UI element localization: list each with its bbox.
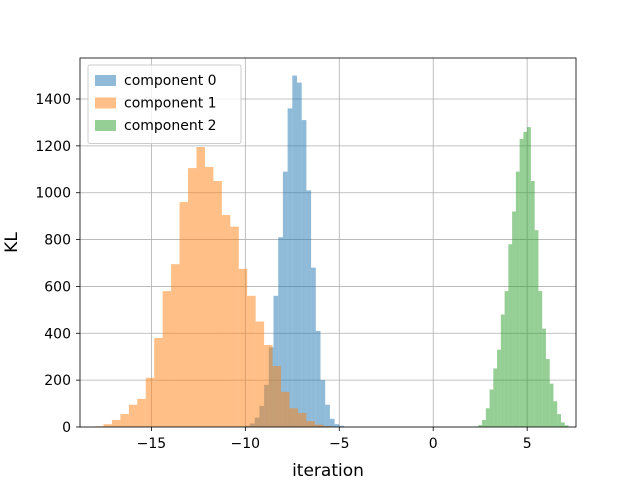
histogram-bar [515,171,520,427]
series-2-bars [474,127,569,428]
histogram-bar [179,202,189,427]
histogram-bar [519,138,524,428]
histogram-bar [485,408,490,427]
x-tick-label: −5 [329,436,350,452]
histogram-bar [111,419,121,427]
histogram-bar [238,268,248,427]
histogram-bar [278,237,283,427]
histogram-bar [154,337,163,427]
histogram-bar [196,147,205,427]
histogram-bar [564,425,569,427]
histogram-bar [171,264,180,427]
histogram-bar [297,82,302,427]
histogram-bar [542,328,546,427]
x-tick-label: −15 [137,436,167,452]
y-tick-label: 1400 [35,92,71,108]
histogram-bar [504,291,509,427]
histogram-bar [329,418,335,427]
legend-label: component 0 [124,73,217,89]
histogram-bar [314,424,324,427]
y-tick-label: 0 [62,420,71,436]
series-1-bars [95,147,332,427]
histogram-bar [221,214,231,427]
legend-label: component 2 [124,118,217,134]
histogram-bar [292,75,297,428]
y-tick-label: 600 [44,279,71,295]
histogram-bar [534,230,539,427]
histogram-bar [512,211,516,427]
histogram-bar [560,422,565,427]
x-tick-label: −10 [231,436,261,452]
legend-swatch [95,97,116,109]
histogram-bar [538,291,543,427]
histogram-bar [287,108,293,427]
histogram-bar [145,377,155,427]
histogram-bar [255,321,265,427]
histogram-bar [334,424,340,427]
legend-swatch [95,120,116,131]
histogram-bar [188,168,197,427]
histogram-bar [273,295,279,427]
histogram-bar [264,345,273,427]
y-tick-label: 1000 [35,186,71,202]
histogram-bar [508,244,513,427]
histogram-bar [137,398,146,427]
histogram-bar [247,295,256,427]
legend-swatch [95,75,116,86]
histogram-bar [306,190,312,427]
histogram-bar [320,380,326,427]
histogram-bar [162,291,172,427]
y-tick-label: 1200 [35,139,71,155]
bars-layer [95,75,569,428]
x-tick-label: 5 [523,436,532,452]
plot-frame [79,57,577,428]
legend-box [87,64,242,144]
histogram-bar [128,404,138,427]
histogram-bar [497,349,501,427]
histogram-bar [289,408,298,427]
histogram-bar [311,267,316,427]
histogram-bar [306,421,315,427]
histogram-bar [204,166,214,427]
legend-label: component 1 [124,96,217,112]
histogram-bar [325,404,330,427]
histogram-bar [315,330,321,427]
ticks-layer: −15 −10 −5 0 5 0 200 400 600 800 1000 1200 1400 [35,92,531,452]
legend: component 0 component 1 component 2 [87,64,242,144]
histogram-bar [297,412,307,427]
y-tick-label: 800 [44,233,71,249]
y-tick-label: 400 [44,326,71,342]
x-tick-label: 0 [429,436,438,452]
histogram-bar [557,414,561,427]
histogram-bar [230,226,239,427]
histogram-bar [523,131,528,428]
histogram-bar [301,120,307,427]
y-tick-label: 200 [44,373,71,389]
histogram-bar [103,424,112,427]
histogram-bar [500,314,505,427]
histogram-bar [530,181,535,427]
histogram-bar [281,391,290,427]
histogram-bar [553,401,558,427]
x-axis-label: iteration [292,461,364,480]
histogram-bar [120,414,129,427]
histogram-bar [549,383,554,427]
histogram-bar [493,368,498,427]
histogram-bar [282,171,288,427]
histogram-bar [527,127,531,427]
histogram-bar [545,359,550,427]
histogram-bar [489,389,494,427]
histogram-bar [478,425,483,427]
histogram-bar [323,426,332,427]
histogram-bar [272,366,282,427]
histogram-bar [482,419,486,427]
histogram-bar [339,425,344,427]
y-axis-label: KL [2,232,22,253]
histogram-bar [213,181,222,427]
